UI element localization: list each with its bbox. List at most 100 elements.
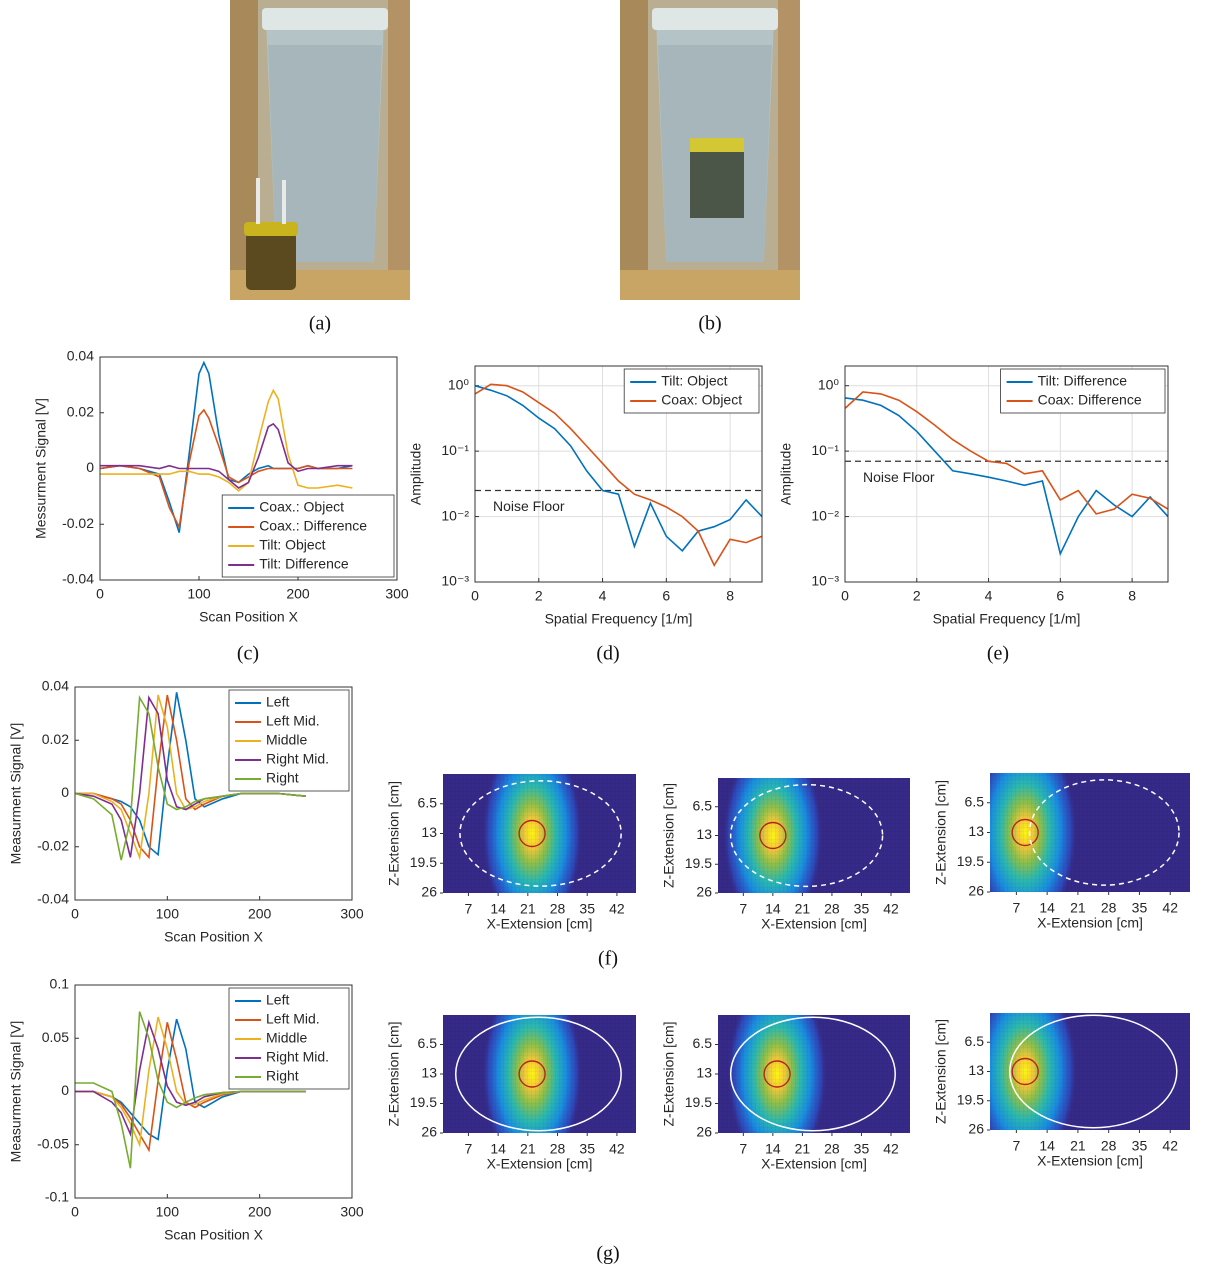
- noise-floor-label: Noise Floor: [863, 469, 935, 485]
- bucket-lid: [652, 8, 778, 30]
- x-axis-label: X-Extension [cm]: [761, 916, 867, 932]
- legend-label: Coax: Object: [661, 392, 742, 408]
- x-tick-label: 200: [286, 586, 310, 602]
- y-tick-label: 6.5: [965, 793, 985, 809]
- x-tick-label: 6: [662, 588, 670, 604]
- x-tick-label: 100: [156, 1204, 180, 1220]
- x-tick-label: 21: [520, 1141, 536, 1157]
- x-tick-label: 7: [1012, 900, 1020, 916]
- y-tick-label: 0.02: [42, 731, 69, 747]
- y-tick-label: 0.04: [67, 348, 94, 364]
- x-tick-label: 42: [1162, 900, 1178, 916]
- y-axis-label: Amplitude: [408, 443, 424, 505]
- x-tick-label: 200: [248, 906, 272, 922]
- y-tick-label: 10⁻²: [441, 507, 469, 523]
- legend-label: Right Mid.: [266, 1049, 329, 1065]
- x-tick-label: 28: [824, 901, 840, 917]
- x-tick-label: 7: [1012, 1138, 1020, 1154]
- y-tick-label: 6.5: [693, 1035, 713, 1051]
- x-tick-label: 28: [550, 1141, 566, 1157]
- legend-label: Tilt: Object: [661, 373, 727, 389]
- y-tick-label: 26: [421, 1124, 437, 1140]
- x-tick-label: 14: [490, 901, 506, 917]
- legend-label: Tilt: Object: [259, 537, 325, 553]
- y-tick-label: 0.05: [42, 1029, 69, 1045]
- x-tick-label: 300: [340, 1204, 364, 1220]
- wood-post: [778, 0, 800, 300]
- y-axis-label: Z-Extension [cm]: [661, 1021, 677, 1126]
- mesh: [990, 773, 1190, 892]
- x-tick-label: 7: [465, 901, 473, 917]
- tube: [256, 178, 260, 224]
- x-tick-label: 21: [1070, 1138, 1086, 1154]
- x-axis-label: Scan Position X: [164, 1227, 263, 1243]
- y-tick-label: -0.02: [37, 837, 69, 853]
- x-tick-label: 300: [340, 906, 364, 922]
- legend-label: Middle: [266, 732, 307, 748]
- legend-label: Left: [266, 694, 289, 710]
- tube: [282, 180, 286, 224]
- legend-label: Right: [266, 1068, 299, 1084]
- y-tick-label: 10⁻³: [441, 573, 469, 589]
- y-tick-label: -0.1: [45, 1189, 69, 1205]
- x-tick-label: 35: [854, 901, 870, 917]
- x-tick-label: 7: [465, 1141, 473, 1157]
- y-tick-label: -0.05: [37, 1135, 69, 1151]
- legend-label: Coax.: Object: [259, 499, 344, 515]
- x-tick-label: 42: [883, 1141, 899, 1157]
- x-axis-label: Spatial Frequency [1/m]: [933, 611, 1081, 627]
- mesh: [718, 1015, 910, 1133]
- y-tick-label: 13: [968, 823, 984, 839]
- x-tick-label: 21: [520, 901, 536, 917]
- x-tick-label: 100: [156, 906, 180, 922]
- x-tick-label: 0: [471, 588, 479, 604]
- y-tick-label: 10⁻¹: [811, 442, 839, 458]
- y-tick-label: 0.04: [42, 678, 69, 694]
- legend-label: Coax: Difference: [1038, 392, 1142, 408]
- x-tick-label: 28: [824, 1141, 840, 1157]
- legend-label: Coax.: Difference: [259, 518, 367, 534]
- panel-caption: (f): [598, 948, 618, 970]
- x-axis-label: X-Extension [cm]: [487, 916, 593, 932]
- legend-label: Left Mid.: [266, 1011, 320, 1027]
- legend-label: Right Mid.: [266, 751, 329, 767]
- x-axis-label: X-Extension [cm]: [1037, 1153, 1143, 1169]
- x-tick-label: 28: [550, 901, 566, 917]
- y-tick-label: 0: [61, 784, 69, 800]
- x-tick-label: 7: [739, 1141, 747, 1157]
- page: {"captions": ["(a)", "(b)", "(c)", "(d)"…: [0, 0, 1210, 1270]
- x-tick-label: 42: [883, 901, 899, 917]
- x-tick-label: 14: [1039, 900, 1055, 916]
- y-tick-label: 10⁻²: [811, 507, 839, 523]
- x-tick-label: 14: [765, 901, 781, 917]
- y-tick-label: 19.5: [410, 1094, 437, 1110]
- jar: [246, 232, 296, 290]
- x-tick-label: 0: [841, 588, 849, 604]
- y-tick-label: 26: [968, 1121, 984, 1137]
- object-top: [690, 138, 744, 152]
- x-axis-label: Scan Position X: [164, 929, 263, 945]
- panel-caption: (g): [596, 1243, 619, 1265]
- y-tick-label: 10⁰: [818, 376, 840, 392]
- y-tick-label: 19.5: [685, 1094, 712, 1110]
- wood-post: [388, 0, 410, 300]
- y-axis-label: Measurment Signal [V]: [8, 723, 24, 865]
- legend-label: Left Mid.: [266, 713, 320, 729]
- panel-caption: (b): [698, 313, 721, 335]
- x-tick-label: 100: [187, 586, 211, 602]
- x-tick-label: 42: [609, 1141, 625, 1157]
- x-tick-label: 2: [535, 588, 543, 604]
- x-tick-label: 200: [248, 1204, 272, 1220]
- y-tick-label: -0.02: [62, 515, 94, 531]
- x-tick-label: 35: [579, 1141, 595, 1157]
- y-tick-label: -0.04: [62, 571, 94, 587]
- x-tick-label: 14: [490, 1141, 506, 1157]
- x-tick-label: 4: [599, 588, 607, 604]
- y-axis-label: Messurment Signal [V]: [33, 398, 49, 539]
- x-tick-label: 21: [795, 901, 811, 917]
- mesh: [443, 1015, 636, 1133]
- y-tick-label: 26: [421, 884, 437, 900]
- x-tick-label: 7: [739, 901, 747, 917]
- x-tick-label: 4: [985, 588, 993, 604]
- x-tick-label: 14: [1039, 1138, 1055, 1154]
